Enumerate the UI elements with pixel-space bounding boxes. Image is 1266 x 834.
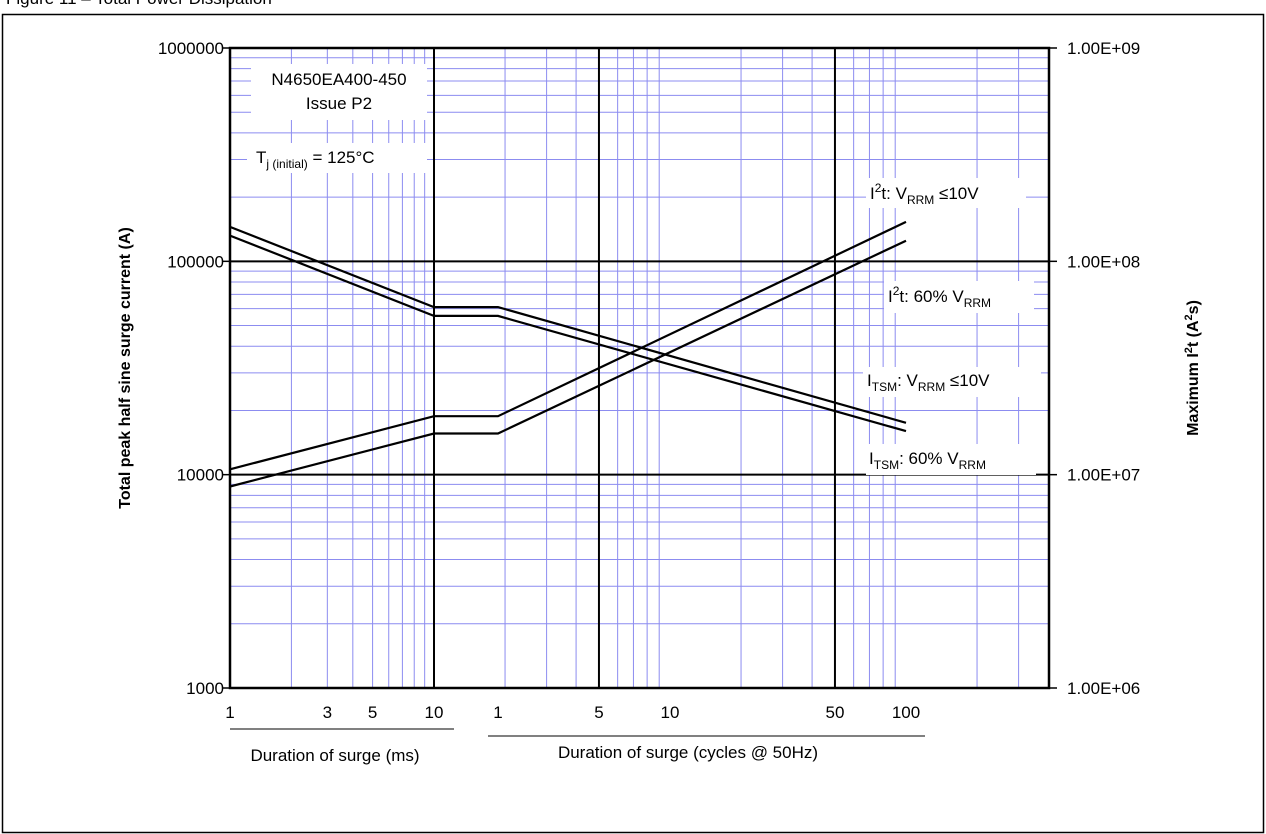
itsm-60-sub: TSM [874, 458, 899, 472]
x-ms-tick-label: 10 [425, 703, 444, 722]
series-line-2 [229, 220, 907, 471]
x-cycles-tick-label: 100 [892, 703, 920, 722]
series-label-box-i2t-10v [866, 178, 1026, 208]
figure-border [1, 13, 1265, 834]
series-line-0 [229, 225, 907, 424]
itsm-10v-main: I [867, 371, 872, 390]
series-label-i2t-10v: I2t: VRRM ≤10V [870, 181, 979, 207]
itsm-60-rest: : 60% V [899, 449, 959, 468]
right-axis-label-sup2: 2 [1183, 314, 1195, 320]
left-tick-label: 10000 [177, 466, 224, 485]
x-cycles-tick-label: 5 [594, 703, 603, 722]
series-label-box-itsm-10v [863, 367, 1041, 397]
i2t-60-rest: t: 60% V [899, 287, 964, 306]
itsm-10v-tail: ≤10V [945, 371, 990, 390]
left-tick-label: 100000 [167, 252, 224, 271]
itsm-10v-sub2: RRM [918, 380, 945, 394]
tj-main: T [256, 148, 266, 167]
itsm-10v-sub: TSM [872, 380, 897, 394]
part-number: N4650EA400-450 [271, 70, 406, 89]
i2t-10v-main: I [870, 184, 875, 203]
series-line-1 [229, 234, 907, 433]
itsm-10v-rest: : V [897, 371, 918, 390]
right-tick-label: 1.00E+07 [1067, 466, 1140, 485]
x-ms-tick-label: 1 [225, 703, 234, 722]
series-label-box-i2t-60 [884, 281, 1034, 313]
series-label-box-itsm-60 [866, 444, 1036, 475]
x-ms-axis-label: Duration of surge (ms) [250, 746, 419, 765]
right-axis-label-part2: t (A [1185, 320, 1202, 347]
tj-sub: j (initial) [265, 157, 307, 171]
right-axis-label-part3: s) [1185, 300, 1202, 314]
i2t-10v-sup: 2 [875, 181, 882, 195]
itsm-60-main: I [869, 449, 874, 468]
right-axis-label: Maximum I2t (A2s) [1183, 300, 1202, 436]
tj-box [247, 143, 427, 173]
figure-title: Figure 11 – Total Power Dissipation [6, 0, 272, 8]
right-tick-label: 1.00E+06 [1067, 679, 1140, 698]
left-axis-label: Total peak half sine surge current (A) [117, 227, 134, 509]
x-ms-tick-label: 5 [368, 703, 377, 722]
itsm-60-sub2: RRM [959, 458, 986, 472]
i2t-60-main: I [888, 287, 893, 306]
right-tick-label: 1.00E+09 [1067, 39, 1140, 58]
tj-label: Tj (initial) = 125°C [256, 148, 375, 171]
right-tick-label: 1.00E+08 [1067, 252, 1140, 271]
series-layer [229, 220, 907, 488]
i2t-60-sub: RRM [964, 296, 991, 310]
right-axis-label-part1: Maximum I [1185, 353, 1202, 436]
i2t-10v-rest: t: V [881, 184, 907, 203]
tj-value: = 125°C [308, 148, 375, 167]
series-label-i2t-60: I2t: 60% VRRM [888, 284, 991, 310]
i2t-10v-tail: ≤10V [934, 184, 979, 203]
right-axis-label-sup1: 2 [1183, 347, 1195, 353]
x-ms-tick-label: 3 [323, 703, 332, 722]
plot-frame [228, 46, 1051, 690]
i2t-10v-sub: RRM [907, 193, 934, 207]
x-cycles-axis-label: Duration of surge (cycles @ 50Hz) [558, 743, 818, 762]
series-label-itsm-10v: ITSM: VRRM ≤10V [867, 371, 990, 394]
tick-labels: 1000000 100000 10000 1000 1.00E+09 1.00E+08 1.… [158, 39, 1140, 722]
left-tick-label: 1000000 [158, 39, 224, 58]
left-tick-label: 1000 [186, 679, 224, 698]
series-label-itsm-60: ITSM: 60% VRRM [869, 449, 986, 472]
issue-label: Issue P2 [306, 94, 372, 113]
x-cycles-tick-label: 10 [661, 703, 680, 722]
i2t-60-sup: 2 [893, 284, 900, 298]
series-line-3 [229, 239, 907, 488]
x-cycles-tick-label: 50 [825, 703, 844, 722]
info-box [251, 64, 427, 120]
x-cycles-tick-label: 1 [493, 703, 502, 722]
